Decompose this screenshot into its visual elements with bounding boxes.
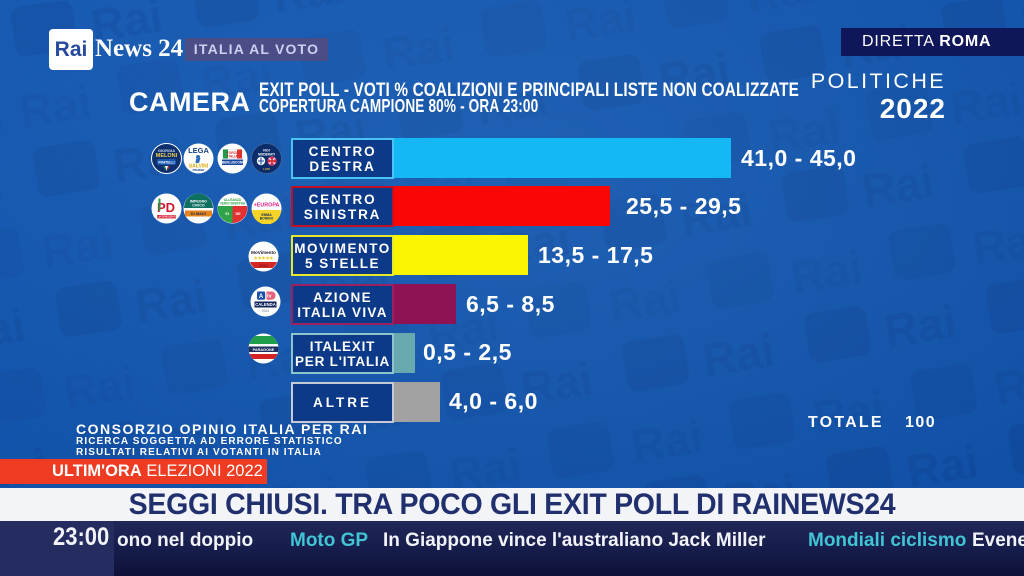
svg-text:BERLUSCONI: BERLUSCONI [222, 161, 243, 165]
svg-text:A: A [259, 294, 264, 300]
svg-text:SALVINI: SALVINI [189, 164, 209, 170]
svg-text:GIORGIA: GIORGIA [158, 148, 175, 153]
svg-text:SE: SE [235, 211, 241, 216]
svg-text:PD: PD [157, 200, 175, 215]
svg-text:PREMIER: PREMIER [193, 168, 205, 172]
svg-text:NOI: NOI [263, 149, 269, 153]
svg-text:iv: iv [267, 294, 272, 300]
svg-text:SI: SI [225, 211, 229, 216]
svg-text:MODERATI: MODERATI [258, 152, 275, 156]
svg-text:+EUROPA: +EUROPA [254, 203, 280, 209]
svg-text:FORZA: FORZA [227, 151, 239, 155]
svg-text:2050: 2050 [259, 263, 269, 268]
svg-text:LUPI: LUPI [263, 167, 270, 171]
svg-text:LEGA: LEGA [188, 146, 209, 155]
svg-text:EMMA: EMMA [261, 213, 272, 217]
svg-text:FRATELLI: FRATELLI [158, 161, 174, 165]
svg-text:PARAGONE: PARAGONE [253, 348, 275, 352]
svg-text:2022: 2022 [262, 309, 270, 313]
svg-text:DI MAIO: DI MAIO [191, 211, 207, 216]
svg-text:CALENDA: CALENDA [255, 302, 275, 307]
svg-text:CIVICO: CIVICO [192, 203, 205, 207]
svg-text:VERDI SINISTRA: VERDI SINISTRA [220, 202, 246, 206]
svg-text:★★★★★: ★★★★★ [253, 256, 274, 261]
svg-text:BONINO: BONINO [260, 217, 274, 221]
svg-text:ITALIA: ITALIA [227, 155, 238, 159]
svg-text:MELONI: MELONI [156, 153, 178, 159]
svg-text:ITALIA DEMOCRATICA: ITALIA DEMOCRATICA [154, 216, 180, 219]
svg-text:IMPEGNO: IMPEGNO [190, 200, 207, 204]
svg-text:MoVimento: MoVimento [251, 250, 276, 255]
svg-text:ALLEANZA: ALLEANZA [224, 198, 242, 202]
